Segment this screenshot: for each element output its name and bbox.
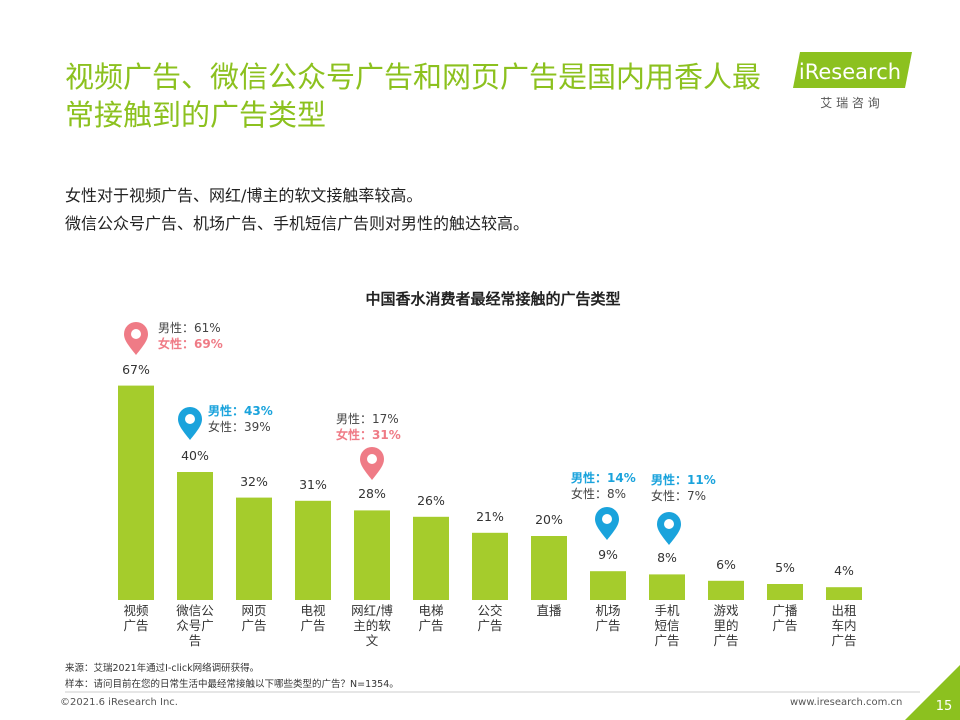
chart-title: 中国香水消费者最经常接触的广告类型 (365, 290, 621, 308)
bar (295, 500, 331, 600)
corner (905, 665, 960, 720)
annotation-male: 男性：43% (208, 404, 273, 418)
value-label: 26% (417, 492, 445, 508)
x-tick-label: 出租 车内 广告 (831, 603, 857, 648)
value-label: 4% (834, 563, 854, 579)
x-tick-label: 网页 广告 (241, 603, 267, 633)
x-tick-label: 广播 广告 (772, 603, 798, 633)
bar (708, 580, 744, 600)
x-tick-label: 电梯 广告 (418, 603, 444, 633)
bar (236, 497, 272, 600)
pin-dot (367, 454, 377, 464)
x-tick-label: 网红/博 主的软 文 (351, 603, 393, 648)
annotation-male: 男性：14% (571, 471, 636, 485)
x-tick-label: 视频 广告 (123, 603, 149, 633)
copyright: ©2021.6 iResearch Inc. (60, 697, 178, 708)
annotation-male: 男性：61% (158, 321, 221, 335)
annotation-female: 女性：8% (571, 487, 627, 501)
value-label: 20% (535, 512, 563, 527)
bar (826, 587, 862, 600)
x-tick-label: 微信公 众号广 告 (176, 603, 214, 648)
value-label: 21% (476, 508, 504, 524)
value-label: 9% (598, 547, 618, 563)
value-label: 28% (358, 486, 386, 502)
note: 样本：请问目前在您的日常生活中最经常接触以下哪些类型的广告？N=1354。 (65, 679, 399, 690)
value-label: 32% (240, 473, 268, 489)
logo: iResearch (799, 60, 901, 84)
bar (118, 385, 154, 600)
value-label: 40% (181, 448, 209, 463)
bar (354, 510, 390, 600)
note: 来源：艾瑞2021年通过I-click网络调研获得。 (65, 663, 260, 674)
value-label: 5% (775, 560, 795, 575)
value-label: 8% (657, 550, 677, 566)
summary: 微信公众号广告、机场广告、手机短信广告则对男性的触达较高。 (65, 214, 530, 233)
bar (531, 536, 567, 600)
bar (649, 574, 685, 600)
bar (413, 516, 449, 600)
pin-dot (131, 329, 141, 339)
x-tick-label: 电视 广告 (300, 603, 326, 633)
value-label: 31% (299, 476, 327, 492)
x-tick-label: 游戏 里的 广告 (713, 603, 739, 648)
value-label: 67% (122, 361, 150, 377)
x-tick-label: 手机 短信 广告 (654, 603, 680, 648)
annotation-male: 男性：17% (336, 412, 399, 426)
title: 视频广告、微信公众号广告和网页广告是国内用香人最常接触到的广告类型 (65, 60, 762, 132)
annotation-female: 女性：39% (208, 420, 271, 434)
x-tick-label: 公交 广告 (477, 603, 503, 633)
x-tick-label: 直播 (536, 603, 562, 618)
bar (767, 584, 803, 600)
annotation-male: 男性：11% (651, 473, 716, 487)
pin-dot (602, 514, 612, 524)
bar (590, 571, 626, 600)
annotation-female: 女性：7% (651, 489, 707, 503)
url: www.iresearch.com.cn (790, 697, 903, 708)
pin-dot (664, 519, 674, 529)
x-tick-label: 机场 广告 (595, 603, 621, 633)
bar (472, 532, 508, 600)
pin-dot (185, 414, 195, 424)
annotation-female: 女性：31% (336, 428, 401, 442)
logo-bg (793, 52, 912, 88)
bar (177, 472, 213, 600)
value-label: 6% (716, 556, 736, 572)
summary: 女性对于视频广告、网红/博主的软文接触率较高。 (65, 186, 423, 205)
logo-sub: 艾 瑞 咨 询 (820, 95, 879, 110)
annotation-female: 女性：69% (158, 337, 223, 351)
page-number: 15 (936, 699, 953, 714)
